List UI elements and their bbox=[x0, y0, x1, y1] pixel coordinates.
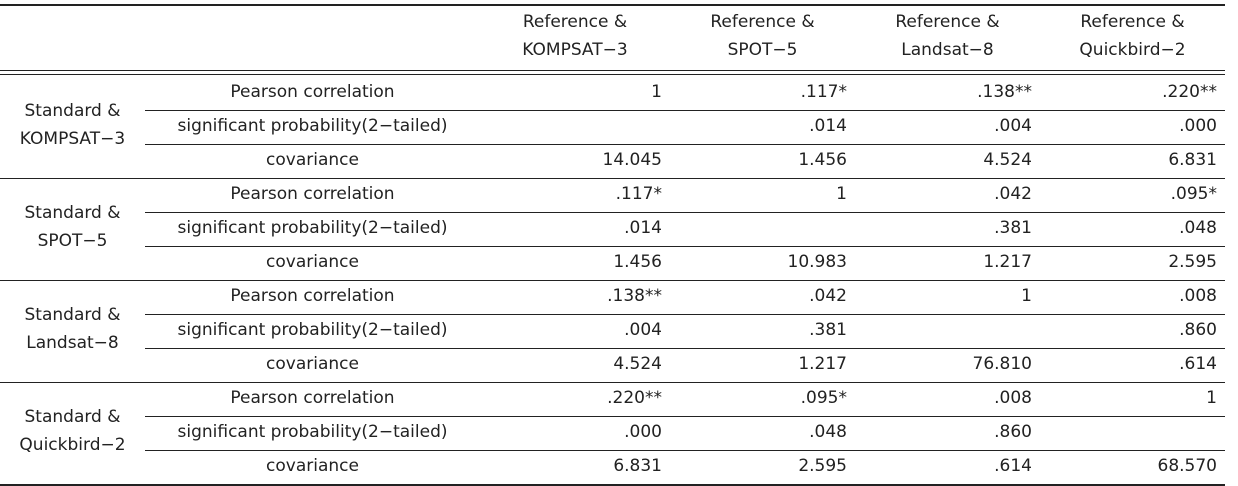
row-label: covariance bbox=[266, 354, 359, 374]
cell: .042 bbox=[994, 184, 1032, 204]
cell: .014 bbox=[809, 116, 847, 136]
column-header: SPOT−5 bbox=[727, 40, 798, 60]
row-label: significant probability(2−tailed) bbox=[177, 116, 448, 136]
rule bbox=[0, 70, 1225, 71]
cell: .042 bbox=[809, 286, 847, 306]
cell: 1.456 bbox=[798, 150, 847, 170]
cell: .138** bbox=[977, 82, 1032, 102]
rule bbox=[0, 382, 1225, 383]
cell: .381 bbox=[994, 218, 1032, 238]
rule bbox=[0, 280, 1225, 281]
row-label: Pearson correlation bbox=[230, 82, 395, 102]
rule bbox=[0, 484, 1225, 486]
cell: 1 bbox=[651, 82, 662, 102]
group-label: Standard & bbox=[24, 203, 121, 223]
rule bbox=[145, 144, 1225, 145]
cell: .138** bbox=[607, 286, 662, 306]
rule bbox=[145, 314, 1225, 315]
row-label: significant probability(2−tailed) bbox=[177, 422, 448, 442]
cell: .048 bbox=[809, 422, 847, 442]
cell: 68.570 bbox=[1157, 456, 1217, 476]
group-label: KOMPSAT−3 bbox=[19, 129, 126, 149]
row-label: significant probability(2−tailed) bbox=[177, 218, 448, 238]
rule bbox=[145, 416, 1225, 417]
row-label: covariance bbox=[266, 252, 359, 272]
cell: .048 bbox=[1179, 218, 1217, 238]
cell: 6.831 bbox=[613, 456, 662, 476]
group-label: Quickbird−2 bbox=[19, 435, 126, 455]
cell: .014 bbox=[624, 218, 662, 238]
rule bbox=[145, 212, 1225, 213]
column-header: Quickbird−2 bbox=[1079, 40, 1186, 60]
cell: 14.045 bbox=[602, 150, 662, 170]
cell: .095* bbox=[800, 388, 847, 408]
cell: 4.524 bbox=[983, 150, 1032, 170]
rule bbox=[145, 348, 1225, 349]
cell: .117* bbox=[800, 82, 847, 102]
cell: .860 bbox=[994, 422, 1032, 442]
rule bbox=[145, 110, 1225, 111]
cell: 1 bbox=[1206, 388, 1217, 408]
group-label: SPOT−5 bbox=[37, 231, 108, 251]
row-label: Pearson correlation bbox=[230, 184, 395, 204]
cell: .095* bbox=[1170, 184, 1217, 204]
row-label: covariance bbox=[266, 456, 359, 476]
cell: .000 bbox=[624, 422, 662, 442]
cell: 1 bbox=[836, 184, 847, 204]
cell: 76.810 bbox=[972, 354, 1032, 374]
cell: .220** bbox=[607, 388, 662, 408]
rule bbox=[145, 246, 1225, 247]
cell: .614 bbox=[1179, 354, 1217, 374]
rule bbox=[145, 450, 1225, 451]
cell: .004 bbox=[624, 320, 662, 340]
group-label: Standard & bbox=[24, 101, 121, 121]
row-label: Pearson correlation bbox=[230, 286, 395, 306]
rule bbox=[0, 74, 1225, 75]
cell: 1 bbox=[1021, 286, 1032, 306]
cell: 6.831 bbox=[1168, 150, 1217, 170]
cell: .008 bbox=[994, 388, 1032, 408]
cell: 1.456 bbox=[613, 252, 662, 272]
row-label: Pearson correlation bbox=[230, 388, 395, 408]
cell: 2.595 bbox=[798, 456, 847, 476]
cell: 4.524 bbox=[613, 354, 662, 374]
cell: .614 bbox=[994, 456, 1032, 476]
column-header: Landsat−8 bbox=[901, 40, 994, 60]
group-label: Standard & bbox=[24, 305, 121, 325]
cell: 10.983 bbox=[787, 252, 847, 272]
row-label: significant probability(2−tailed) bbox=[177, 320, 448, 340]
cell: .220** bbox=[1162, 82, 1217, 102]
rule bbox=[0, 178, 1225, 179]
cell: .000 bbox=[1179, 116, 1217, 136]
cell: 2.595 bbox=[1168, 252, 1217, 272]
cell: .381 bbox=[809, 320, 847, 340]
cell: .004 bbox=[994, 116, 1032, 136]
cell: .860 bbox=[1179, 320, 1217, 340]
group-label: Landsat−8 bbox=[26, 333, 119, 353]
group-label: Standard & bbox=[24, 407, 121, 427]
cell: 1.217 bbox=[798, 354, 847, 374]
column-header: KOMPSAT−3 bbox=[522, 40, 628, 60]
cell: 1.217 bbox=[983, 252, 1032, 272]
row-label: covariance bbox=[266, 150, 359, 170]
cell: .117* bbox=[615, 184, 662, 204]
column-header: Reference & bbox=[1080, 12, 1185, 32]
rule bbox=[0, 4, 1225, 6]
column-header: Reference & bbox=[895, 12, 1000, 32]
cell: .008 bbox=[1179, 286, 1217, 306]
column-header: Reference & bbox=[522, 12, 628, 32]
column-header: Reference & bbox=[710, 12, 815, 32]
